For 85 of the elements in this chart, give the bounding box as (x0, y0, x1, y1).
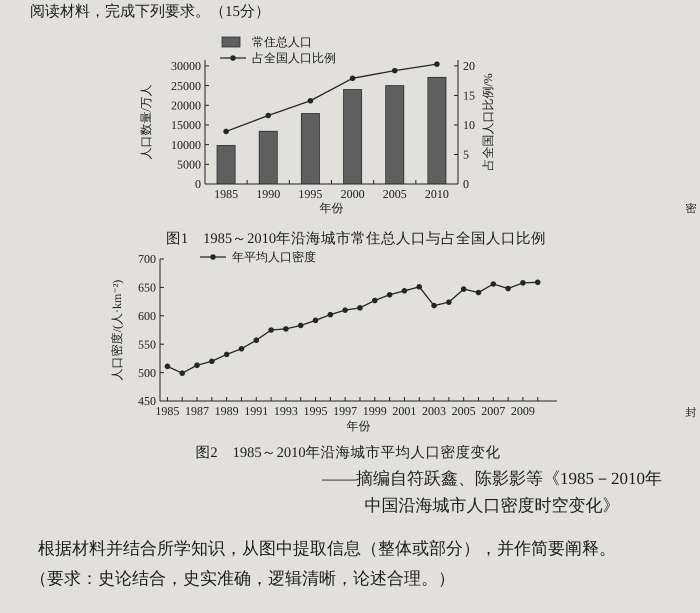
point (476, 290, 482, 296)
x-tick-label: 1989 (214, 404, 239, 418)
x-tick-label: 2003 (422, 404, 446, 418)
point (179, 370, 186, 376)
x-tick-label: 2005 (382, 187, 407, 201)
legend-label: 常住总人口 (252, 35, 312, 50)
point (224, 352, 230, 358)
legend-label: 占全国人口比例 (252, 51, 336, 66)
x-tick-label: 1985 (214, 187, 238, 201)
point (350, 76, 356, 82)
y-tick-label: 20000 (171, 98, 201, 112)
x-tick-label: 1991 (244, 404, 268, 418)
point (534, 279, 541, 286)
y-tick-label: 0 (195, 177, 201, 192)
x-tick-label: 1997 (333, 404, 358, 418)
x-axis-title: 年份 (346, 419, 370, 433)
point (209, 358, 215, 364)
point (520, 280, 526, 286)
x-tick-label: 1990 (256, 187, 280, 201)
text: （要求：史论结合，史实准确，逻辑清晰，论述合理。） (30, 569, 455, 588)
x-tick-label: 2010 (424, 187, 449, 201)
text: 图2 1985～2010年沿海城市平均人口密度变化 (195, 444, 501, 461)
y-tick-label: 700 (138, 252, 156, 266)
x-tick-label: 1987 (185, 404, 210, 418)
text: 图1 1985～2010年沿海城市常住总人口与占全国人口比例 (166, 230, 546, 247)
point (253, 337, 260, 344)
y-tick-label: 500 (138, 366, 156, 380)
y2-tick-label: 5 (463, 148, 469, 162)
point (194, 362, 200, 368)
point (223, 128, 229, 134)
point (312, 318, 318, 324)
legend-label: 年平均人口密度 (232, 250, 316, 264)
point (392, 68, 398, 74)
y2-tick-label: 0 (463, 177, 469, 192)
y-tick-label: 10000 (171, 138, 201, 152)
x-axis-title: 年份 (320, 201, 344, 215)
y-tick-label: 650 (138, 280, 156, 295)
point (490, 281, 496, 287)
y-tick-label: 5000 (177, 158, 201, 172)
x-tick-label: 1993 (274, 404, 298, 418)
y-tick-label: 450 (138, 394, 156, 408)
point (460, 286, 466, 292)
point (357, 305, 363, 311)
point (434, 61, 440, 67)
point (283, 326, 289, 332)
text: 阅读材料，完成下列要求。（15分） (30, 3, 270, 20)
text: 密 (686, 202, 696, 215)
y-tick-label: 600 (138, 309, 156, 323)
point (402, 288, 408, 294)
x-tick-label: 2000 (340, 187, 365, 201)
text: 根据材料并结合所学知识，从图中提取信息（整体或部分），并作简要阐释。 (38, 539, 616, 558)
x-tick-label: 2009 (510, 404, 535, 418)
point (238, 346, 244, 352)
x-tick-label: 1995 (304, 404, 328, 418)
point (505, 286, 511, 292)
point (386, 292, 392, 298)
y-tick-label: 25000 (171, 78, 201, 93)
point (164, 364, 170, 370)
point (328, 312, 334, 318)
y2-tick-label: 10 (463, 118, 475, 132)
text: ——摘编自符跃鑫、陈影影等《1985－2010年中国沿海城市人口密度时空变化》 (321, 469, 662, 515)
y-tick-label: 30000 (171, 59, 201, 74)
y-tick-label: 15000 (171, 118, 201, 132)
point (372, 298, 378, 304)
x-tick-label: 1995 (298, 187, 322, 201)
y-axis-title: 人口数量/万人 (139, 84, 153, 160)
text: 封 (686, 406, 696, 419)
point (298, 322, 304, 328)
point (265, 112, 272, 118)
x-tick-label: 1985 (155, 404, 180, 418)
y2-axis-title: 占全国人口比例/% (481, 73, 495, 171)
y-axis-title: 人口密度/(人·km⁻²) (110, 280, 124, 380)
y2-tick-label: 15 (463, 88, 475, 103)
point (342, 307, 348, 313)
point (308, 98, 314, 104)
x-tick-label: 2005 (452, 404, 476, 418)
point (416, 284, 422, 290)
point (268, 327, 274, 333)
point (431, 302, 437, 308)
x-tick-label: 2001 (392, 404, 416, 418)
x-tick-label: 1999 (362, 404, 387, 418)
y2-tick-label: 20 (463, 59, 475, 74)
x-tick-label: 2007 (481, 404, 506, 418)
point (446, 299, 452, 305)
y-tick-label: 550 (138, 337, 156, 352)
